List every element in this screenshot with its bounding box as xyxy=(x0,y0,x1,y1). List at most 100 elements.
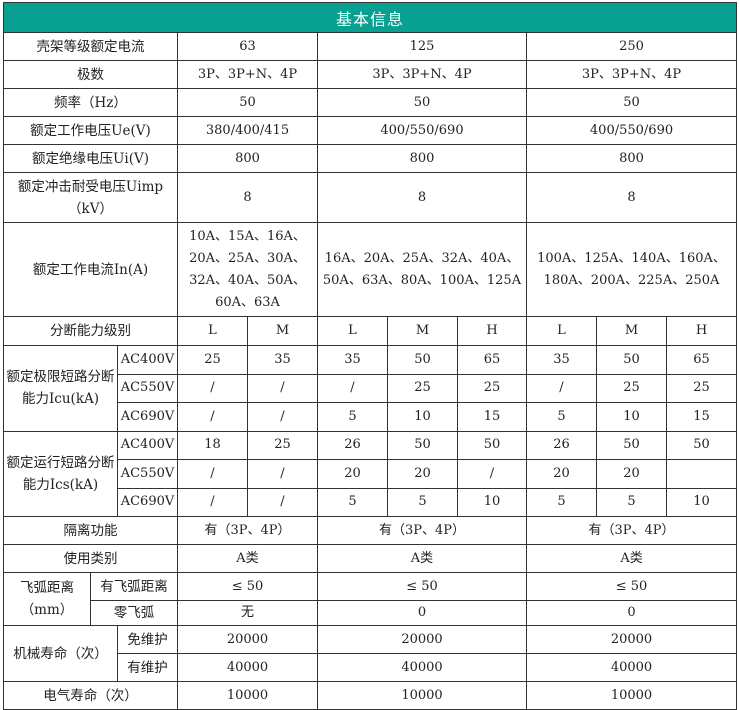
table-cell: 5 xyxy=(526,402,597,432)
table-cell: 50 xyxy=(665,430,738,460)
table-cell: M xyxy=(387,316,458,346)
sub-label: 有维护 xyxy=(117,653,178,682)
table-cell: 65 xyxy=(665,345,738,375)
table-cell: 25 xyxy=(457,373,527,403)
table-cell: L xyxy=(526,316,597,346)
table-cell: M xyxy=(247,316,318,346)
table-cell: 20000 xyxy=(525,625,738,654)
table-row: AC550V / //25 25/25 25 xyxy=(4,373,738,403)
table-cell: 10 xyxy=(457,487,527,517)
row-label: 额定工作电压Ue(V) xyxy=(3,116,178,145)
table-cell: ≤ 50 xyxy=(177,572,318,601)
table-cell: 0 xyxy=(525,600,738,626)
row-label: 隔离功能 xyxy=(3,516,178,545)
table-row: 频率（Hz） 50 50 50 xyxy=(3,88,738,117)
row-label: 极数 xyxy=(3,60,178,89)
table-cell: 18 xyxy=(177,430,248,460)
table-cell: 400/550/690 xyxy=(525,116,738,145)
table-row: 极数 3P、3P+N、4P 3P、3P+N、4P 3P、3P+N、4P xyxy=(3,60,738,89)
table-cell: 15 xyxy=(665,402,738,432)
table-title: 基本信息 xyxy=(2,2,738,33)
table-cell: 0 xyxy=(317,600,527,626)
table-cell: 10000 xyxy=(177,681,318,710)
row-label: 额定绝缘电压Ui(V) xyxy=(3,144,178,173)
table-row: 隔离功能 有（3P、4P） 有（3P、4P） 有（3P、4P） xyxy=(3,516,738,545)
row-label: 频率（Hz） xyxy=(3,88,178,117)
table-cell: ≤ 50 xyxy=(525,572,738,601)
table-cell: ≤ 50 xyxy=(317,572,527,601)
table-cell: 50 xyxy=(387,345,458,375)
table-cell: 3P、3P+N、4P xyxy=(317,60,527,89)
table-cell: H xyxy=(665,316,738,346)
table-cell: A类 xyxy=(525,544,738,573)
table-cell: / xyxy=(177,402,248,432)
voltage-label: AC690V xyxy=(117,487,178,517)
table-cell: 10 xyxy=(596,402,667,432)
table-cell: 8 xyxy=(177,172,318,223)
table-cell: A类 xyxy=(317,544,527,573)
table-cell: 10 xyxy=(665,487,738,517)
table-cell: / xyxy=(317,373,388,403)
voltage-label: AC550V xyxy=(117,373,178,403)
table-cell: 10A、15A、16A、20A、25A、30A、32A、40A、50A、60A、… xyxy=(177,222,318,317)
table-cell: 40000 xyxy=(177,653,318,682)
table-cell: 25 xyxy=(177,345,248,375)
table-cell: 125 xyxy=(317,32,527,61)
row-label: 额定冲击耐受电压Uimp（kV） xyxy=(3,172,178,223)
voltage-label: AC400V xyxy=(117,430,178,460)
table-cell: 26 xyxy=(317,430,388,460)
table-cell: 8 xyxy=(317,172,527,223)
table-cell: 50 xyxy=(596,430,667,460)
table-row: 额定工作电流In(A) 10A、15A、16A、20A、25A、30A、32A、4… xyxy=(3,222,738,317)
table-row: 分断能力级别 L M L M H L M H xyxy=(3,316,738,346)
table-cell xyxy=(665,459,738,489)
row-label: 电气寿命（次） xyxy=(3,681,178,710)
table-cell: 20 xyxy=(596,459,667,489)
table-cell: 400/550/690 xyxy=(317,116,527,145)
table-cell: 35 xyxy=(317,345,388,375)
table-cell: 25 xyxy=(596,373,667,403)
sub-label: 免维护 xyxy=(117,625,178,654)
table-cell: / xyxy=(526,373,597,403)
table-cell: 50 xyxy=(596,345,667,375)
table-cell: 5 xyxy=(526,487,597,517)
table-cell: 40000 xyxy=(525,653,738,682)
table-cell: M xyxy=(596,316,667,346)
table-cell: 3P、3P+N、4P xyxy=(525,60,738,89)
table-cell: 20000 xyxy=(177,625,318,654)
table-row: 额定工作电压Ue(V) 380/400/415 400/550/690 400/550… xyxy=(3,116,738,145)
table-cell: 有（3P、4P） xyxy=(177,516,318,545)
table-cell: 800 xyxy=(525,144,738,173)
row-label: 额定极限短路分断能力Icu(kA) xyxy=(3,345,118,432)
table-cell: / xyxy=(177,487,248,517)
table-cell: 26 xyxy=(526,430,597,460)
table-row: 额定绝缘电压Ui(V) 800 800 800 xyxy=(3,144,738,173)
row-label: 分断能力级别 xyxy=(3,316,178,346)
table-cell: 100A、125A、140A、160A、180A、200A、225A、250A xyxy=(525,222,738,317)
table-cell: / xyxy=(247,373,318,403)
table-row: 额定冲击耐受电压Uimp（kV） 8 8 8 xyxy=(3,172,738,223)
table-cell: 5 xyxy=(317,487,388,517)
table-cell: 250 xyxy=(525,32,738,61)
voltage-label: AC400V xyxy=(117,345,178,375)
table-cell: 50 xyxy=(387,430,458,460)
table-cell: 25 xyxy=(387,373,458,403)
row-label: 额定工作电流In(A) xyxy=(3,222,178,317)
row-label: 额定运行短路分断能力Ics(kA) xyxy=(3,430,118,517)
table-cell: 16A、20A、25A、32A、40A、50A、63A、80A、100A、125… xyxy=(317,222,527,317)
row-label: 使用类别 xyxy=(3,544,178,573)
sub-label: 有飞弧距离 xyxy=(90,572,178,601)
table-row: 有维护 40000 40000 40000 xyxy=(4,653,738,682)
table-cell: 40000 xyxy=(317,653,527,682)
table-cell: 800 xyxy=(317,144,527,173)
table-cell: 10000 xyxy=(525,681,738,710)
table-cell: 5 xyxy=(596,487,667,517)
table-cell: A类 xyxy=(177,544,318,573)
table-cell: 50 xyxy=(317,88,527,117)
row-label: 壳架等级额定电流 xyxy=(3,32,178,61)
table-cell: H xyxy=(457,316,527,346)
table-cell: 无 xyxy=(177,600,318,626)
table-cell: 3P、3P+N、4P xyxy=(177,60,318,89)
table-cell: 50 xyxy=(457,430,527,460)
